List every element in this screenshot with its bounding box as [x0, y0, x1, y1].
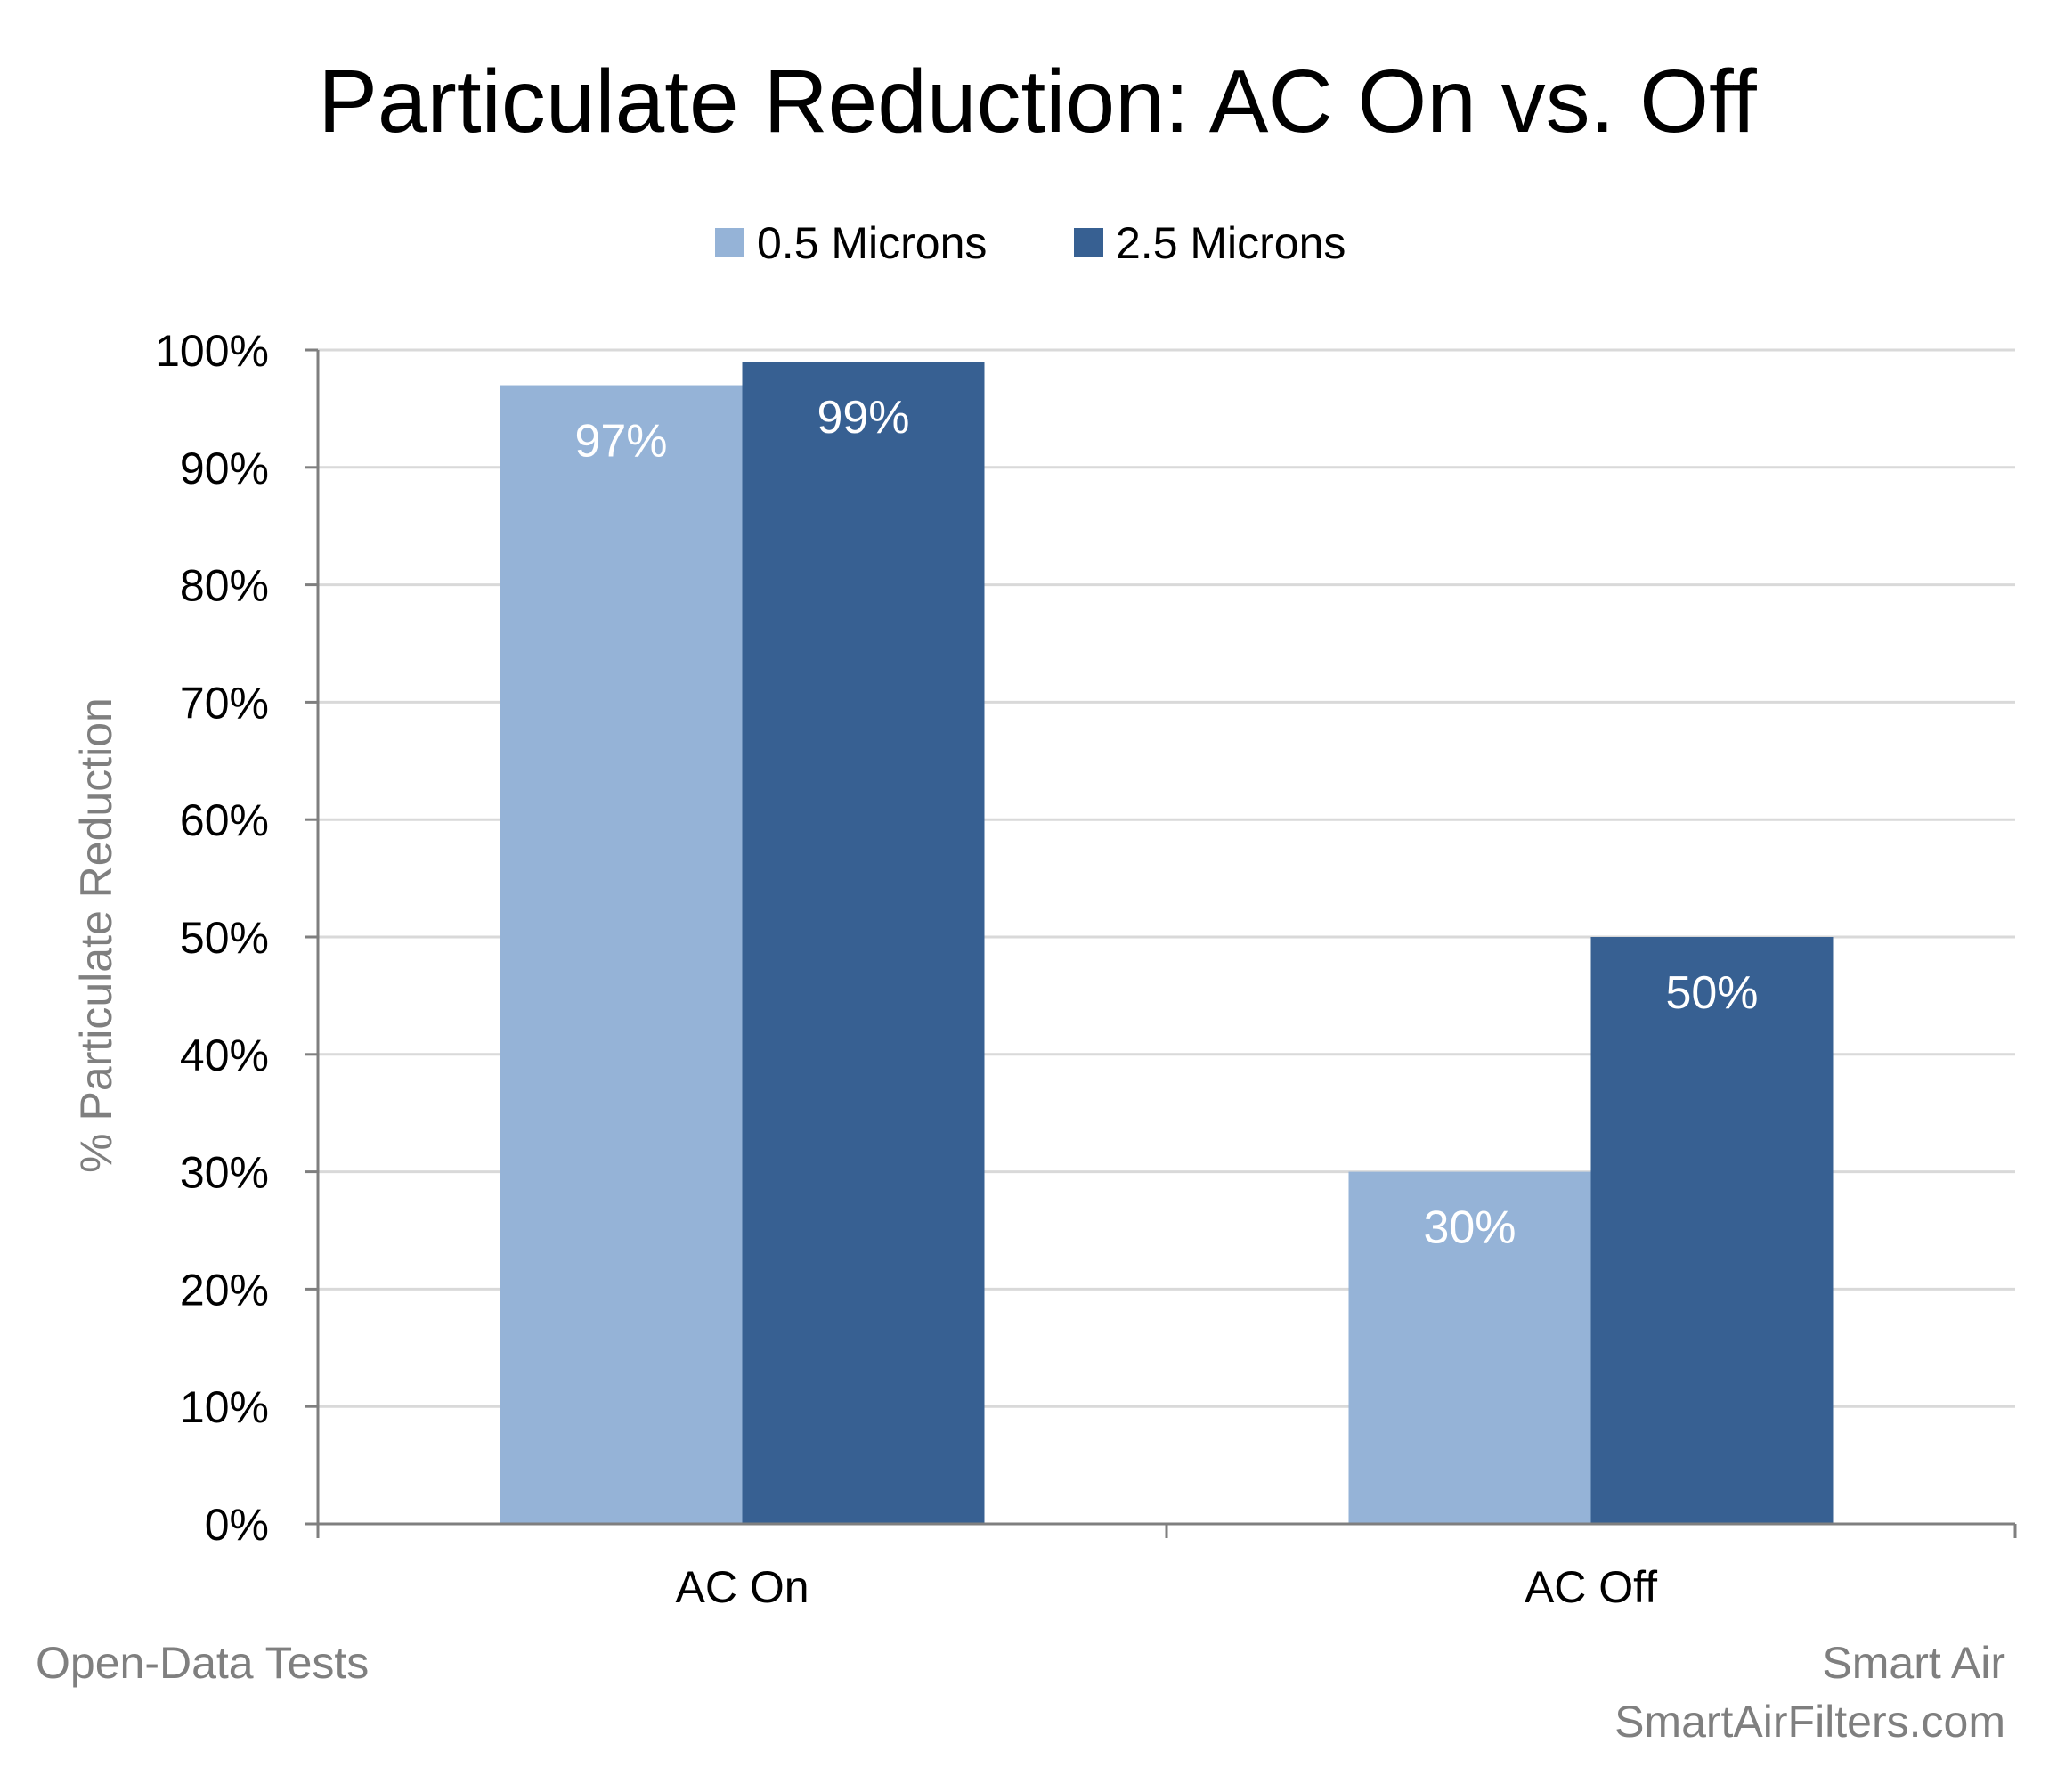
y-tick-labels: 0% 10% 20% 30% 40% 50% 60% 70% 80% 90% 100% — [155, 326, 269, 1550]
y-tick-label: 10% — [180, 1382, 269, 1432]
y-tick-label: 80% — [180, 561, 269, 611]
legend-swatch — [715, 228, 744, 257]
x-tick-labels: AC On AC Off — [675, 1562, 1657, 1612]
y-tick-label: 90% — [180, 444, 269, 493]
bar — [1590, 937, 1834, 1524]
x-tick-label: AC Off — [1525, 1562, 1657, 1612]
bar — [742, 362, 985, 1525]
y-tick-label: 50% — [180, 913, 269, 963]
y-tick-label: 30% — [180, 1148, 269, 1198]
y-tick-label: 70% — [180, 678, 269, 728]
footer-brand: Smart Air — [1822, 1638, 2005, 1688]
data-label: 30% — [1423, 1202, 1516, 1254]
data-label: 50% — [1665, 967, 1758, 1019]
y-tick-label: 40% — [180, 1030, 269, 1080]
x-tick-label: AC On — [675, 1562, 809, 1612]
legend-label: 2.5 Microns — [1116, 218, 1346, 268]
bars — [500, 362, 1834, 1525]
y-tick-label: 0% — [205, 1500, 269, 1550]
bar — [1348, 1171, 1591, 1524]
data-labels: 97% 99% 30% 50% — [574, 392, 1758, 1253]
y-tick-label: 100% — [155, 326, 269, 376]
bar — [500, 385, 743, 1524]
legend: 0.5 Microns 2.5 Microns — [715, 218, 1346, 268]
footer-source-left: Open-Data Tests — [36, 1638, 369, 1688]
axes — [316, 350, 2017, 1538]
y-tick-label: 20% — [180, 1265, 269, 1315]
y-axis-label: % Particulate Reduction — [71, 697, 121, 1173]
y-tick-label: 60% — [180, 795, 269, 845]
footer-website: SmartAirFilters.com — [1614, 1697, 2005, 1747]
legend-label: 0.5 Microns — [757, 218, 987, 268]
chart-title: Particulate Reduction: AC On vs. Off — [318, 52, 1757, 151]
data-label: 99% — [817, 392, 909, 444]
legend-swatch — [1074, 228, 1103, 257]
data-label: 97% — [574, 416, 667, 468]
